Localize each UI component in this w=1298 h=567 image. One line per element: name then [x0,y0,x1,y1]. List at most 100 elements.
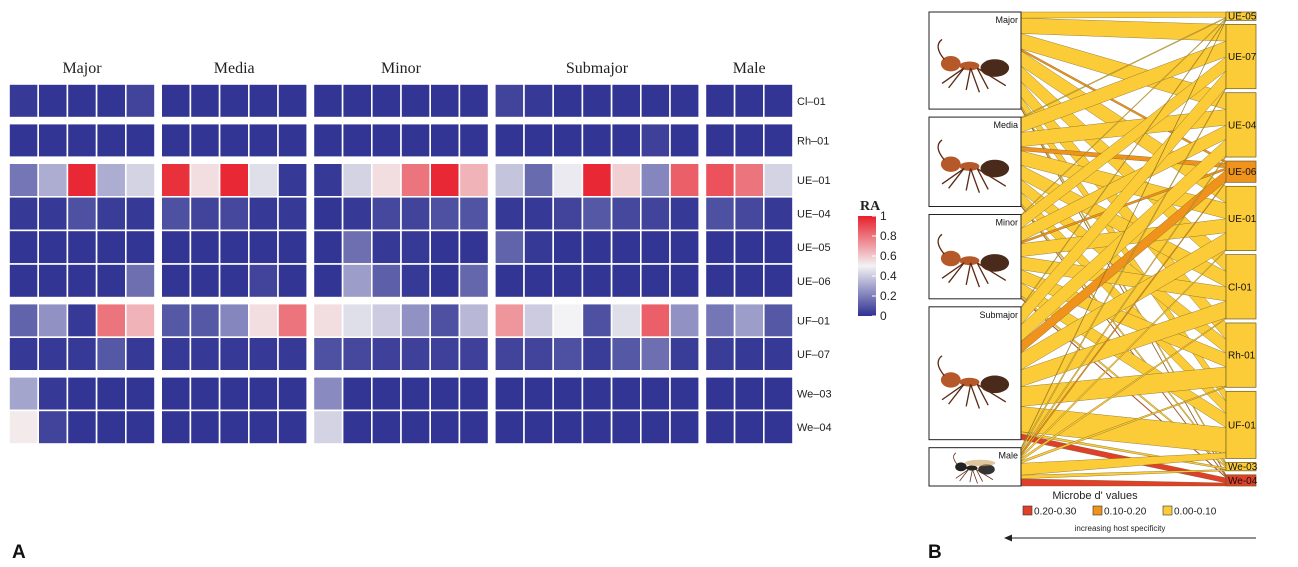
link-male-we-04 [1020,478,1227,487]
heatmap-cell [248,122,279,158]
heatmap-cell [218,302,250,339]
heatmap-cell [552,302,584,339]
ant-image [937,38,1010,93]
heatmap-cell [66,162,98,198]
heatmap-cell [669,336,701,372]
heatmap-cell [189,162,221,198]
heatmap-cell [37,229,69,265]
heatmap-cell [493,196,525,232]
heatmap-cell [95,196,127,232]
heatmap-cell [312,196,344,232]
heatmap-cell [639,375,671,412]
heatmap-cell [493,83,525,119]
heatmap-cell [125,122,156,158]
heatmap-cell [8,162,40,198]
heatmap-cell [125,263,156,299]
heatmap-cell [341,83,373,119]
heatmap-cell [160,302,192,339]
heatmap-cell [218,83,250,119]
heatmap-cell [493,409,525,445]
heatmap-cell [66,375,98,412]
heatmap-cell [370,302,402,339]
microbe-bar [1225,92,1257,158]
heatmap-cell [218,229,250,265]
heatmap-cell [160,122,192,158]
microbe-bar [1225,185,1257,251]
bipartite-microbes: UE-05 UE-07 UE-04 UE-06 UE-01 Cl-01 Rh-01 UF-01… [1225,11,1258,487]
microbe-label: UE-07 [1228,52,1257,63]
heatmap-cell [610,375,642,412]
heatmap-cell [552,83,584,119]
heatmap-cell [277,162,309,198]
legend-item-3: 0.00-0.10 [1162,505,1217,518]
heatmap-cell [639,196,671,232]
heatmap-cell [66,229,98,265]
heatmap-cell [610,196,642,232]
panel-label-a: A [12,542,26,563]
heatmap-cell [125,409,156,445]
heatmap-cell [733,196,765,232]
heatmap-cell [458,336,490,372]
heatmap-cell [8,375,40,412]
heatmap-cell [312,229,344,265]
colorbar-ticks: 0 0.2 0.4 0.6 0.8 1 [872,209,897,323]
heatmap-cell [733,302,765,339]
heatmap-cell [581,263,613,299]
heatmap-cell [762,162,794,198]
heatmap-cell [458,263,490,299]
heatmap-cell [189,196,221,232]
heatmap-cell [189,336,221,372]
heatmap-cell [66,83,98,119]
heatmap-cell [8,409,40,445]
heatmap-cell [523,409,555,445]
heatmap-cell [610,229,642,265]
heatmap-cell [248,196,279,232]
heatmap-cell [277,375,309,412]
host-minor: Minor [928,214,1022,300]
legend-title: Microbe d' values [1052,490,1138,502]
heatmap-cell [429,263,461,299]
heatmap-cell [8,83,40,119]
heatmap-cell [733,409,765,445]
heatmap-cell [704,263,736,299]
heatmap-cell [370,375,402,412]
heatmap-cell [160,263,192,299]
heatmap-cell [733,122,765,158]
heatmap-cell [762,375,794,412]
heatmap-cell [552,263,584,299]
legend-label: 0.00-0.10 [1174,507,1217,518]
heatmap-cell [370,122,402,158]
heatmap-cell [762,336,794,372]
bipartite-links [1020,11,1227,487]
heatmap-cell [400,83,432,119]
ant-image [937,355,1010,409]
heatmap-cell [218,162,250,198]
heatmap-cell [704,409,736,445]
microbe-bar [1225,11,1257,21]
heatmap-cell [248,375,279,412]
heatmap-cell [639,336,671,372]
heatmap-cell [493,162,525,198]
heatmap-cell [493,302,525,339]
heatmap-cell [189,375,221,412]
heatmap-cell [400,409,432,445]
heatmap-cell [400,122,432,158]
row-label-ue-04: UE–04 [797,209,831,221]
heatmap-cell [581,336,613,372]
heatmap-cell [639,122,671,158]
host-label: Minor [995,218,1018,228]
heatmap-cell [704,336,736,372]
colorbar-tick-label: 1 [880,209,887,223]
heatmap-cell [160,83,192,119]
heatmap-cell [762,196,794,232]
heatmap-cell [762,302,794,339]
heatmap-cell [610,122,642,158]
heatmap-cell [160,336,192,372]
heatmap-cell [581,196,613,232]
host-box [928,306,1022,441]
heatmap-cell [400,375,432,412]
heatmap-cell [277,263,309,299]
host-label: Submajor [979,310,1018,320]
heatmap-cell [160,229,192,265]
heatmap-cell [160,162,192,198]
